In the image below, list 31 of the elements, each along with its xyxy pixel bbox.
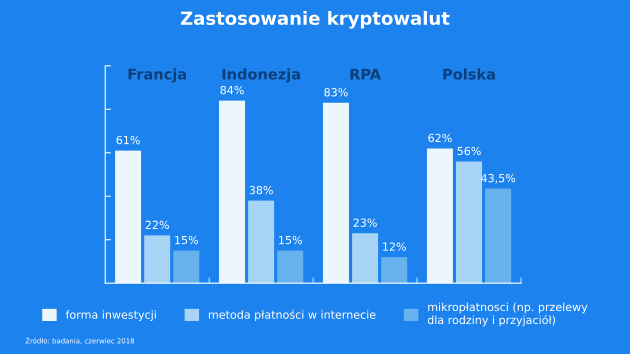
legend-label: metoda płatności w internecie [208, 310, 376, 321]
x-tick-label: Indonezja [222, 68, 300, 83]
bar [173, 250, 200, 284]
data-label: 38% [250, 186, 273, 194]
data-label: 61% [116, 136, 140, 144]
data-label: 62% [428, 134, 452, 142]
x-tick-label: Francja [128, 68, 186, 83]
x-tick-label: Polska [443, 68, 495, 80]
bar [144, 235, 170, 284]
bar [248, 200, 274, 284]
bar [381, 257, 408, 284]
data-label: 83% [324, 88, 348, 96]
data-label: 56% [458, 146, 481, 156]
data-label: 15% [175, 236, 198, 244]
x-tick-label: RPA [350, 68, 381, 80]
legend-label: forma inwestycji [66, 310, 156, 321]
bar [456, 161, 482, 284]
data-label: 15% [279, 236, 302, 244]
chart-title: Zastosowanie kryptowalut [180, 11, 450, 29]
bar [115, 150, 142, 284]
bar [426, 148, 453, 284]
data-label: 23% [354, 218, 377, 227]
data-label: 84% [220, 86, 244, 94]
bar [219, 100, 246, 284]
data-label: 22% [146, 220, 169, 230]
legend-label: mikropłatnosci (np. przelewy dla rodziny i przyjaciół) [428, 302, 588, 326]
data-label: 12% [383, 242, 406, 251]
bar [485, 188, 512, 284]
bar [322, 102, 349, 284]
bar [352, 233, 378, 284]
bar [277, 250, 304, 284]
